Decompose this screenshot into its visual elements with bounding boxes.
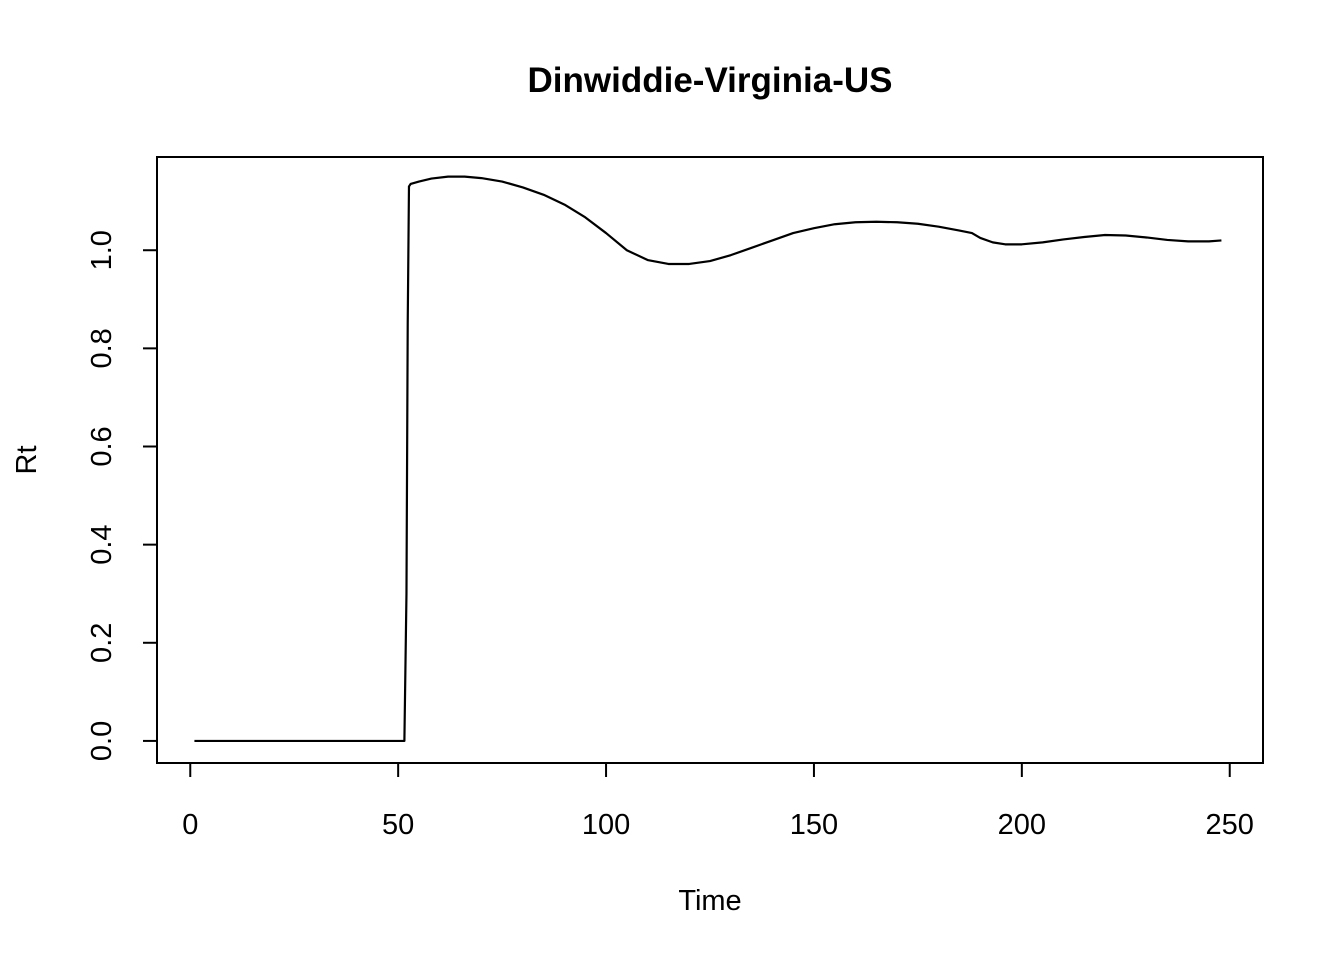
y-tick-label: 0.8 <box>86 328 118 368</box>
y-tick-label: 1.0 <box>86 230 118 270</box>
y-tick-label: 0.4 <box>86 524 118 564</box>
y-axis-title: Rt <box>11 446 43 475</box>
x-tick-label: 200 <box>998 809 1046 841</box>
x-tick-label: 150 <box>790 809 838 841</box>
x-tick-label: 250 <box>1206 809 1254 841</box>
y-tick-label: 0.6 <box>86 426 118 466</box>
y-axis: 0.0 0.2 0.4 0.6 0.8 1.0 <box>86 230 158 761</box>
chart-title: Dinwiddie-Virginia-US <box>528 61 893 100</box>
y-tick-label: 0.2 <box>86 623 118 663</box>
x-tick-label: 0 <box>182 809 198 841</box>
rt-series-line <box>194 175 1222 743</box>
plot-frame <box>156 156 1264 764</box>
x-tick-label: 50 <box>382 809 414 841</box>
y-tick-label: 0.0 <box>86 721 118 761</box>
x-axis-title: Time <box>678 885 741 917</box>
x-tick-label: 100 <box>582 809 630 841</box>
x-axis: 0 50 100 150 200 250 <box>182 762 1254 841</box>
